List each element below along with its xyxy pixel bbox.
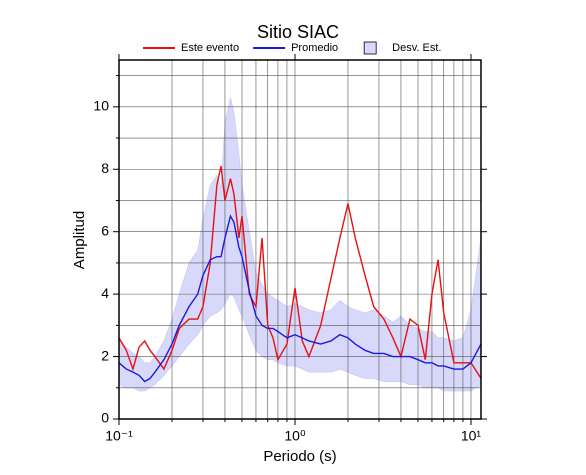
legend-label: Desv. Est. — [392, 42, 441, 54]
series-line — [118, 165, 482, 379]
legend-label: Promedio — [291, 42, 338, 54]
y-axis-label: Amplitud — [71, 211, 88, 269]
y-tick-label: 8 — [101, 160, 109, 176]
y-tick-label: 0 — [101, 410, 109, 426]
chart-title: Sitio SIAC — [257, 22, 339, 42]
x-tick-label: 10¹ — [461, 428, 482, 444]
plot-frame — [118, 59, 482, 420]
y-tick-label: 2 — [101, 347, 109, 363]
x-axis-label: Periodo (s) — [263, 448, 336, 465]
legend-swatch — [363, 41, 377, 55]
y-tick-label: 6 — [101, 222, 109, 238]
x-tick-label: 10⁰ — [284, 428, 306, 444]
series-line — [118, 214, 482, 383]
x-tick-label: 10⁻¹ — [105, 428, 133, 444]
legend-label: Este evento — [181, 42, 239, 54]
y-tick-label: 4 — [101, 285, 109, 301]
y-tick-label: 10 — [93, 98, 109, 114]
